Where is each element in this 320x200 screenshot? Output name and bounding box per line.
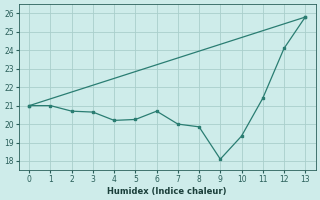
X-axis label: Humidex (Indice chaleur): Humidex (Indice chaleur) — [108, 187, 227, 196]
